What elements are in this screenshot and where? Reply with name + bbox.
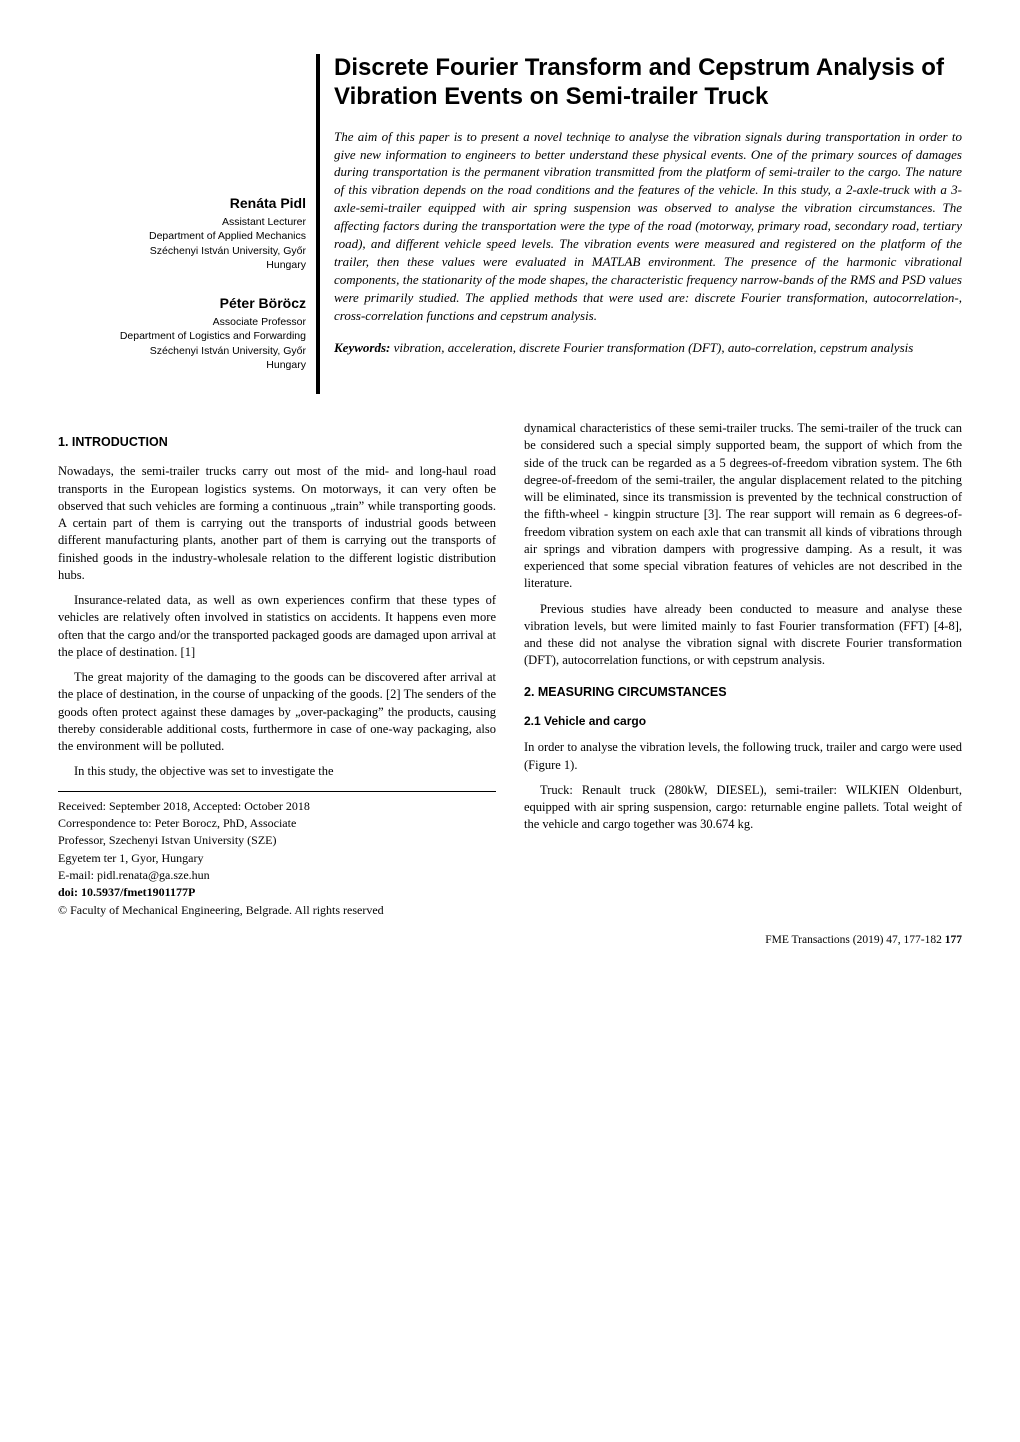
author-block: Péter Böröcz Associate Professor Departm…: [58, 294, 306, 372]
paper-title: Discrete Fourier Transform and Cepstrum …: [334, 54, 962, 112]
paragraph: Truck: Renault truck (280kW, DIESEL), se…: [524, 782, 962, 834]
author-name: Péter Böröcz: [58, 294, 306, 313]
copyright-line: © Faculty of Mechanical Engineering, Bel…: [58, 902, 496, 919]
page-footer: FME Transactions (2019) 47, 177-182 177: [58, 933, 962, 949]
section-heading-2: 2. MEASURING CIRCUMSTANCES: [524, 684, 962, 701]
author-univ: Széchenyi István University, Győr: [58, 244, 306, 258]
author-country: Hungary: [58, 258, 306, 272]
author-name: Renáta Pidl: [58, 194, 306, 213]
vertical-rule: [316, 54, 320, 394]
paragraph: dynamical characteristics of these semi-…: [524, 420, 962, 593]
correspondence-footnote: Received: September 2018, Accepted: Octo…: [58, 791, 496, 920]
footer-right: FME Transactions (2019) 47, 177-182 177: [765, 933, 962, 949]
received-line: Received: September 2018, Accepted: Octo…: [58, 798, 496, 815]
paragraph: Nowadays, the semi-trailer trucks carry …: [58, 463, 496, 584]
abstract: The aim of this paper is to present a no…: [334, 128, 962, 325]
body-columns: 1. INTRODUCTION Nowadays, the semi-trail…: [58, 420, 962, 919]
section-heading-1: 1. INTRODUCTION: [58, 434, 496, 451]
doi-line: doi: 10.5937/fmet1901177P: [58, 884, 496, 901]
author-block: Renáta Pidl Assistant Lecturer Departmen…: [58, 194, 306, 272]
paragraph: The great majority of the damaging to th…: [58, 669, 496, 755]
paragraph: In order to analyse the vibration levels…: [524, 739, 962, 774]
correspondence-line: Correspondence to: Peter Borocz, PhD, As…: [58, 815, 496, 832]
author-role: Associate Professor: [58, 315, 306, 329]
author-country: Hungary: [58, 358, 306, 372]
author-dept: Department of Applied Mechanics: [58, 229, 306, 243]
address-line: Egyetem ter 1, Gyor, Hungary: [58, 850, 496, 867]
correspondence-line: Professor, Szechenyi Istvan University (…: [58, 832, 496, 849]
paragraph: Insurance-related data, as well as own e…: [58, 592, 496, 661]
keywords: Keywords: vibration, acceleration, discr…: [334, 339, 962, 357]
subsection-heading-2-1: 2.1 Vehicle and cargo: [524, 713, 962, 730]
author-univ: Széchenyi István University, Győr: [58, 344, 306, 358]
paragraph: In this study, the objective was set to …: [58, 763, 496, 780]
page-number: 177: [945, 934, 962, 946]
authors-column: Renáta Pidl Assistant Lecturer Departmen…: [58, 54, 306, 394]
email-line: E-mail: pidl.renata@ga.sze.hun: [58, 867, 496, 884]
journal-ref: FME Transactions (2019) 47, 177-182: [765, 934, 945, 946]
author-role: Assistant Lecturer: [58, 215, 306, 229]
keywords-label: Keywords:: [334, 340, 390, 355]
paragraph: Previous studies have already been condu…: [524, 601, 962, 670]
author-dept: Department of Logistics and Forwarding: [58, 329, 306, 343]
title-abstract-column: Discrete Fourier Transform and Cepstrum …: [334, 54, 962, 394]
header-grid: Renáta Pidl Assistant Lecturer Departmen…: [58, 54, 962, 394]
keywords-text: vibration, acceleration, discrete Fourie…: [390, 340, 913, 355]
